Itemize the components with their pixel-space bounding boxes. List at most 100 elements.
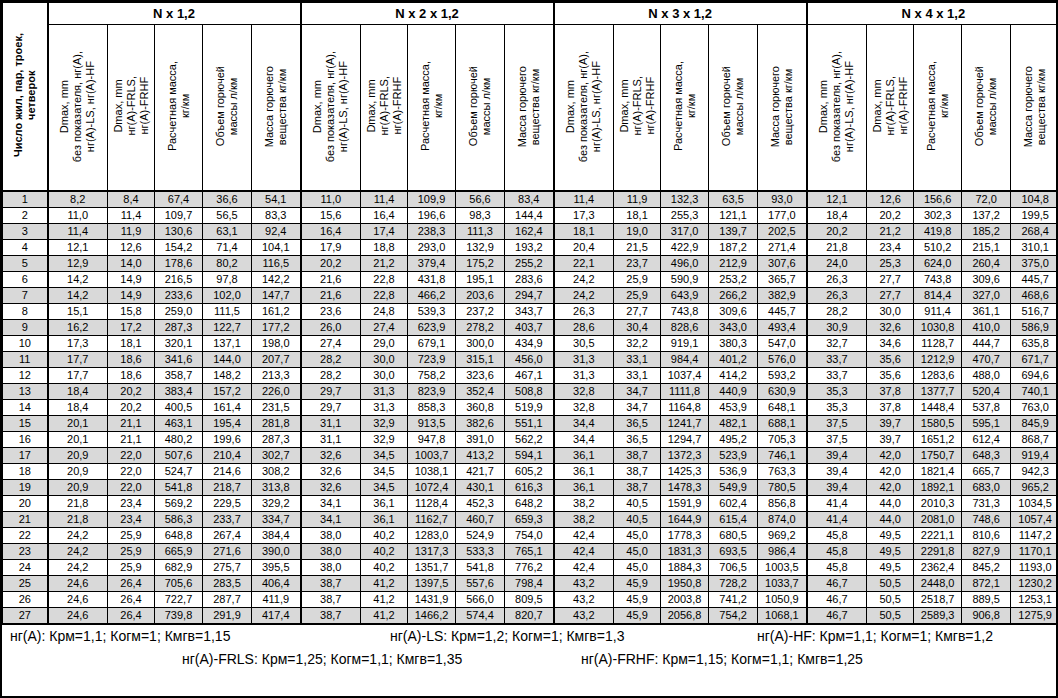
data-cell: 34,7 bbox=[614, 383, 661, 399]
data-cell: 1241,7 bbox=[661, 415, 709, 431]
data-cell: 421,7 bbox=[456, 463, 505, 479]
data-cell: 17,7 bbox=[48, 351, 108, 367]
data-cell: 334,7 bbox=[252, 511, 301, 527]
data-cell: 45,9 bbox=[614, 575, 661, 591]
data-cell: 23,7 bbox=[614, 255, 661, 271]
data-cell: 104,1 bbox=[252, 239, 301, 255]
data-cell: 705,3 bbox=[758, 431, 807, 447]
data-cell: 21,1 bbox=[108, 431, 155, 447]
data-cell: 1778,3 bbox=[661, 527, 709, 543]
data-cell: 41,2 bbox=[361, 575, 408, 591]
data-cell: 202,5 bbox=[758, 223, 807, 239]
column-header-line: без показателя, нг(А), bbox=[577, 51, 590, 162]
data-cell: 519,9 bbox=[505, 399, 554, 415]
data-cell: 31,3 bbox=[361, 399, 408, 415]
row-number-cell: 15 bbox=[3, 415, 48, 431]
data-cell: 754,2 bbox=[709, 607, 758, 624]
column-header: Расчетная масса,кг/км bbox=[914, 25, 962, 191]
data-cell: 602,4 bbox=[709, 495, 758, 511]
table-row: 815,115,8259,0111,5161,223,624,8539,3237… bbox=[3, 303, 1058, 319]
data-cell: 533,3 bbox=[456, 543, 505, 559]
column-header: Масса горючеговещества кг/км bbox=[758, 25, 807, 191]
data-cell: 21,6 bbox=[301, 271, 361, 287]
data-cell: 32,8 bbox=[554, 399, 614, 415]
table-body: 18,28,467,436,654,111,011,4109,956,683,4… bbox=[3, 191, 1058, 624]
data-cell: 382,6 bbox=[456, 415, 505, 431]
data-cell: 122,7 bbox=[203, 319, 252, 335]
data-cell: 42,0 bbox=[867, 479, 914, 495]
data-cell: 643,9 bbox=[661, 287, 709, 303]
data-cell: 2589,3 bbox=[914, 607, 962, 624]
table-row: 412,112,6154,271,4104,117,918,8293,0132,… bbox=[3, 239, 1058, 255]
data-cell: 39,7 bbox=[867, 415, 914, 431]
column-header-line: Расчетная масса, bbox=[166, 61, 179, 151]
data-cell: 38,7 bbox=[614, 447, 661, 463]
data-cell: 38,0 bbox=[301, 543, 361, 559]
data-cell: 24,6 bbox=[48, 591, 108, 607]
data-cell: 278,2 bbox=[456, 319, 505, 335]
data-cell: 21,1 bbox=[108, 415, 155, 431]
data-cell: 1128,4 bbox=[408, 495, 456, 511]
row-number-cell: 23 bbox=[3, 543, 48, 559]
data-cell: 281,8 bbox=[252, 415, 301, 431]
data-cell: 1033,7 bbox=[758, 575, 807, 591]
data-cell: 28,2 bbox=[301, 367, 361, 383]
data-cell: 1294,7 bbox=[661, 431, 709, 447]
column-header-line: нг(А)-FRLS, bbox=[378, 76, 391, 136]
data-cell: 671,7 bbox=[1011, 351, 1058, 367]
data-cell: 17,4 bbox=[361, 223, 408, 239]
cable-spec-sheet: Число жил, пар, троек,четверокN x 1,2N x… bbox=[0, 0, 1058, 698]
data-cell: 1057,4 bbox=[1011, 511, 1058, 527]
row-number-cell: 25 bbox=[3, 575, 48, 591]
data-cell: 1037,4 bbox=[661, 367, 709, 383]
data-cell: 121,1 bbox=[709, 207, 758, 223]
data-cell: 46,7 bbox=[807, 575, 867, 591]
data-cell: 445,7 bbox=[1011, 271, 1058, 287]
data-cell: 414,2 bbox=[709, 367, 758, 383]
column-header-line: нг(А)-FRLS, bbox=[884, 76, 897, 136]
data-cell: 34,4 bbox=[554, 431, 614, 447]
data-cell: 45,9 bbox=[614, 607, 661, 624]
data-cell: 723,9 bbox=[408, 351, 456, 367]
data-cell: 24,0 bbox=[807, 255, 867, 271]
data-cell: 810,6 bbox=[962, 527, 1011, 543]
column-header-line: вещества кг/км bbox=[1035, 66, 1048, 147]
data-cell: 430,1 bbox=[456, 479, 505, 495]
data-cell: 14,0 bbox=[108, 255, 155, 271]
column-header-line: Объем горючей bbox=[973, 66, 986, 146]
data-cell: 40,2 bbox=[361, 543, 408, 559]
data-cell: 35,6 bbox=[867, 367, 914, 383]
column-header-line: Объем горючей bbox=[467, 66, 480, 146]
data-cell: 605,2 bbox=[505, 463, 554, 479]
row-number-cell: 8 bbox=[3, 303, 48, 319]
data-cell: 37,8 bbox=[867, 383, 914, 399]
data-cell: 207,7 bbox=[252, 351, 301, 367]
data-cell: 17,2 bbox=[108, 319, 155, 335]
data-cell: 28,6 bbox=[554, 319, 614, 335]
data-cell: 33,7 bbox=[807, 367, 867, 383]
data-cell: 828,6 bbox=[661, 319, 709, 335]
data-cell: 37,5 bbox=[807, 415, 867, 431]
data-cell: 308,2 bbox=[252, 463, 301, 479]
data-cell: 148,2 bbox=[203, 367, 252, 383]
data-cell: 14,9 bbox=[108, 287, 155, 303]
data-cell: 496,0 bbox=[661, 255, 709, 271]
table-row: 1117,718,6341,6144,0207,728,230,0723,931… bbox=[3, 351, 1058, 367]
data-cell: 177,2 bbox=[252, 319, 301, 335]
data-cell: 35,6 bbox=[867, 351, 914, 367]
data-cell: 758,2 bbox=[408, 367, 456, 383]
data-cell: 32,6 bbox=[301, 463, 361, 479]
data-cell: 731,3 bbox=[962, 495, 1011, 511]
data-cell: 1591,9 bbox=[661, 495, 709, 511]
data-cell: 1884,3 bbox=[661, 559, 709, 575]
data-cell: 593,2 bbox=[758, 367, 807, 383]
data-cell: 45,9 bbox=[614, 591, 661, 607]
data-cell: 43,2 bbox=[554, 591, 614, 607]
data-cell: 226,0 bbox=[252, 383, 301, 399]
data-cell: 395,5 bbox=[252, 559, 301, 575]
data-cell: 986,4 bbox=[758, 543, 807, 559]
data-cell: 97,8 bbox=[203, 271, 252, 287]
column-header: Dmax, mmбез показателя, нг(А),нг(А)-LS, … bbox=[554, 25, 614, 191]
data-cell: 33,1 bbox=[614, 351, 661, 367]
data-cell: 440,9 bbox=[709, 383, 758, 399]
